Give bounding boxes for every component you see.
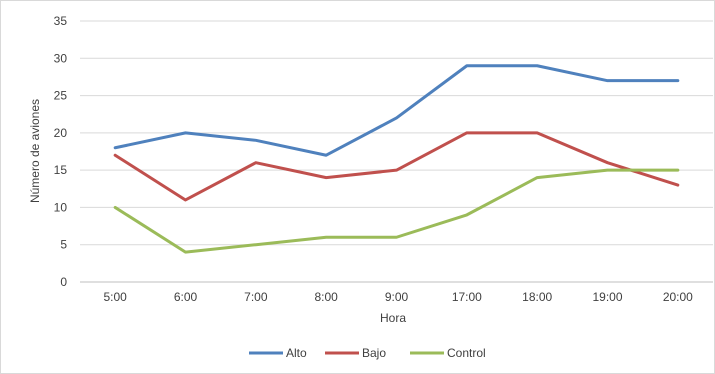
x-tick-labels: 5:00 6:00 7:00 8:00 9:00 17:00 18:00 19:00 20:00 [103, 290, 693, 304]
x-tick-label: 6:00 [174, 290, 198, 304]
series-lines [113, 64, 680, 254]
y-tick-label: 15 [54, 163, 68, 177]
legend-label: Bajo [362, 346, 386, 360]
x-tick-label: 5:00 [103, 290, 127, 304]
legend-label: Alto [286, 346, 307, 360]
y-axis-title: Número de aviones [28, 99, 42, 203]
x-tick-label: 20:00 [663, 290, 693, 304]
x-tick-label: 8:00 [314, 290, 338, 304]
y-tick-label: 30 [54, 51, 68, 65]
x-tick-label: 7:00 [244, 290, 268, 304]
legend-label: Control [447, 346, 486, 360]
x-tick-label: 18:00 [522, 290, 552, 304]
y-tick-label: 25 [54, 89, 68, 103]
y-tick-label: 10 [54, 200, 68, 214]
x-tick-label: 17:00 [452, 290, 482, 304]
y-tick-label: 5 [60, 238, 67, 252]
x-tick-label: 19:00 [592, 290, 622, 304]
x-tick-label: 9:00 [385, 290, 409, 304]
y-tick-label: 20 [54, 126, 68, 140]
gridlines [80, 20, 713, 283]
series-line-control [113, 168, 680, 254]
x-axis-title: Hora [380, 311, 406, 325]
y-tick-label: 0 [60, 275, 67, 289]
series-line-alto [113, 64, 680, 157]
y-tick-labels: 0 5 10 15 20 25 30 35 [54, 14, 68, 289]
legend: Alto Bajo Control [249, 346, 486, 360]
y-tick-label: 35 [54, 14, 68, 28]
series-line-bajo [113, 131, 680, 202]
